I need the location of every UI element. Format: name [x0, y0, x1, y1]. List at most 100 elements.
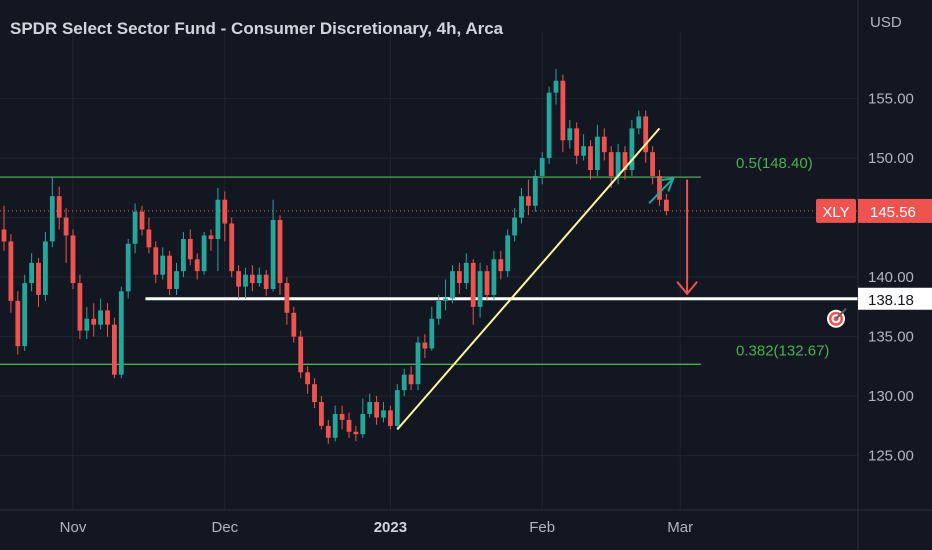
- candle-body: [29, 262, 34, 284]
- candle-body: [374, 402, 379, 418]
- candle-body: [388, 410, 393, 426]
- currency-label: USD: [870, 14, 902, 31]
- candle-body: [146, 229, 152, 248]
- candle-body: [139, 211, 145, 230]
- candle-body: [112, 324, 117, 375]
- candle-body: [43, 241, 48, 295]
- drawings[interactable]: [396, 127, 847, 431]
- candle-body: [505, 235, 511, 272]
- candle-body: [291, 312, 297, 337]
- candle-body: [277, 219, 283, 284]
- candle-body: [284, 283, 290, 313]
- y-tick-label: 155.00: [868, 91, 914, 108]
- candle-body: [56, 196, 62, 218]
- candle-body: [415, 342, 421, 385]
- candle-body: [105, 310, 110, 325]
- x-tick-label: Mar: [667, 519, 693, 536]
- symbol-label: XLY: [822, 204, 849, 221]
- candle-body: [125, 243, 131, 292]
- candle-body: [22, 283, 28, 347]
- fib-0.382-label: 0.382(132.67): [736, 342, 829, 359]
- candle-body: [443, 298, 448, 301]
- candle-body: [70, 235, 76, 284]
- candle-body: [457, 271, 462, 284]
- candle-body: [532, 175, 538, 206]
- candle-body: [256, 274, 262, 284]
- candle-body: [567, 128, 573, 141]
- candle-body: [236, 271, 241, 287]
- candle-body: [463, 262, 469, 284]
- candle-body: [201, 235, 207, 272]
- chart-title: SPDR Select Sector Fund - Consumer Discr…: [10, 19, 504, 38]
- target-icon-dart: [835, 308, 847, 320]
- candle-body: [429, 318, 435, 349]
- candle-body: [608, 152, 614, 176]
- grid: [0, 32, 858, 510]
- candle-body: [498, 259, 504, 272]
- candle-body: [215, 199, 221, 240]
- candle-body: [77, 283, 83, 331]
- candle-body: [436, 300, 442, 319]
- candle-body: [250, 274, 255, 284]
- candle-body: [8, 241, 14, 301]
- candle-body: [450, 271, 455, 299]
- candle-body: [174, 271, 179, 289]
- candle-body: [581, 146, 586, 156]
- candle-body: [339, 413, 345, 420]
- candle-body: [539, 158, 545, 176]
- candle-body: [546, 92, 552, 159]
- candle-body: [118, 291, 124, 375]
- last-price-tag: [858, 198, 932, 223]
- y-tick-label: 125.00: [868, 448, 914, 465]
- candle-body: [270, 219, 276, 289]
- candle-body: [312, 384, 317, 403]
- candle-body: [15, 300, 21, 347]
- candle-body: [615, 152, 621, 176]
- up-arrow-shaft: [648, 177, 675, 205]
- candle-body: [325, 425, 331, 438]
- candle-body: [319, 402, 324, 426]
- last-price-label: 145.56: [870, 204, 916, 221]
- candle-body: [208, 235, 214, 240]
- candle-body: [160, 255, 166, 275]
- candle-body: [622, 152, 628, 170]
- candle-body: [601, 136, 607, 153]
- candle-body: [643, 116, 649, 153]
- candle-body: [243, 274, 248, 287]
- down-arrow-head: [676, 281, 698, 296]
- candle-body: [360, 413, 366, 435]
- candle-body: [512, 217, 517, 236]
- candle-body: [353, 431, 359, 435]
- candle-body: [574, 128, 580, 156]
- candle-body: [595, 136, 600, 170]
- candle-body: [553, 80, 559, 93]
- candle-body: [636, 116, 642, 129]
- target-icon[interactable]: [827, 308, 847, 328]
- x-tick-label: 2023: [374, 519, 407, 536]
- candle-body: [650, 152, 655, 176]
- support-price-label: 138.18: [868, 292, 914, 309]
- candle-body: [229, 223, 235, 272]
- candle-body: [394, 390, 400, 426]
- candle-body: [84, 318, 90, 331]
- candle-body: [332, 413, 338, 438]
- candle-body: [181, 239, 186, 272]
- candle-body: [263, 274, 269, 289]
- candles: [1, 68, 669, 444]
- candle-body: [167, 255, 172, 289]
- candle-body: [381, 410, 386, 418]
- fib-0.5-label: 0.5(148.40): [736, 155, 813, 172]
- candle-body: [91, 318, 97, 325]
- support-price-tag: [858, 287, 932, 310]
- candle-body: [153, 247, 159, 275]
- candle-body: [222, 199, 228, 224]
- candle-body: [98, 310, 103, 325]
- up-arrow-head: [659, 177, 675, 192]
- candle-body: [401, 374, 407, 391]
- candle-body: [367, 402, 373, 414]
- candle-body: [491, 259, 497, 295]
- candle-body: [132, 211, 138, 244]
- candle-body: [187, 239, 193, 260]
- price-labels: 0.5(148.40) 0.382(132.67) 138.18 XLY 145.56: [736, 155, 932, 359]
